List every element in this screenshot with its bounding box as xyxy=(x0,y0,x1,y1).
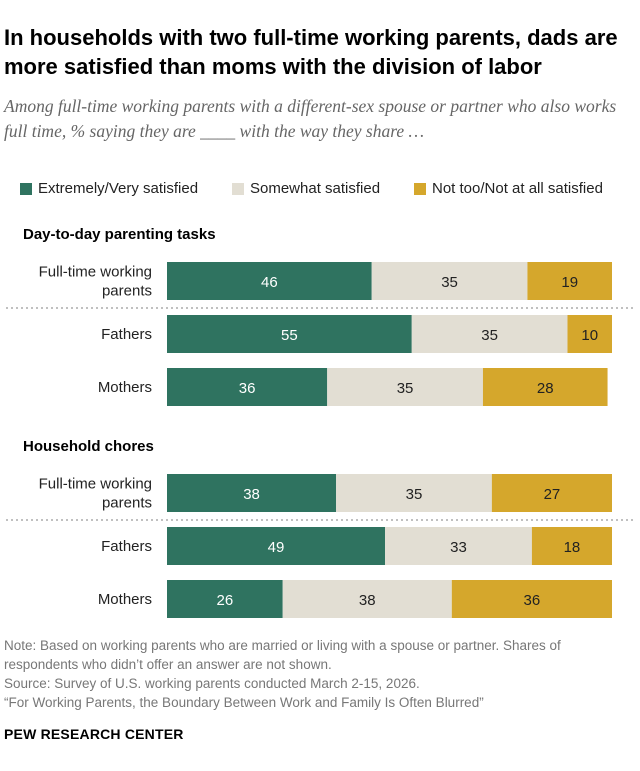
row-label: Full-time working parents xyxy=(39,476,152,512)
data-label-very: 46 xyxy=(261,274,278,291)
bar-segment-not xyxy=(451,580,612,618)
group-title: Day-to-day parenting tasks xyxy=(23,226,216,243)
legend-item-very: Extremely/Very satisfied xyxy=(20,180,198,197)
legend-swatch-very xyxy=(20,182,32,195)
data-label-not: 10 xyxy=(581,327,598,344)
chart-subtitle: Among full-time working parents with a d… xyxy=(4,96,617,141)
bar-segment-not xyxy=(482,368,608,406)
bar-segment-somewhat xyxy=(282,580,452,618)
data-label-somewhat: 33 xyxy=(450,539,467,556)
report-title: “For Working Parents, the Boundary Betwe… xyxy=(4,695,484,710)
data-label-somewhat: 35 xyxy=(397,380,414,397)
bar-segment-somewhat xyxy=(411,315,568,353)
bar-segment-somewhat xyxy=(336,474,492,512)
data-label-not: 27 xyxy=(544,486,561,503)
row-label: Mothers xyxy=(98,591,152,608)
legend-swatch-somewhat xyxy=(232,182,244,195)
source-text: Source: Survey of U.S. working parents c… xyxy=(4,676,420,691)
bar-segment-somewhat xyxy=(327,368,483,406)
row-label: Fathers xyxy=(101,538,152,555)
bar-segment-very xyxy=(167,262,372,300)
legend-label-very: Extremely/Very satisfied xyxy=(38,180,199,197)
legend: Extremely/Very satisfied Somewhat satisf… xyxy=(6,180,636,200)
data-label-not: 18 xyxy=(564,539,581,556)
bar-segment-very xyxy=(167,527,386,565)
data-label-not: 36 xyxy=(524,592,541,609)
row-label: Full-time working parents xyxy=(39,264,152,300)
data-label-very: 49 xyxy=(268,539,285,556)
bar-segment-very xyxy=(167,474,337,512)
data-label-very: 36 xyxy=(239,380,256,397)
bar-segment-somewhat xyxy=(371,262,528,300)
data-label-somewhat: 38 xyxy=(359,592,376,609)
bar-segment-not xyxy=(491,474,612,512)
bar-segment-somewhat xyxy=(385,527,532,565)
data-label-somewhat: 35 xyxy=(441,274,458,291)
legend-item-not: Not too/Not at all satisfied xyxy=(414,180,603,197)
row-label: Fathers xyxy=(101,326,152,343)
group-title: Household chores xyxy=(23,438,154,455)
bar-segment-very xyxy=(167,368,328,406)
bar-segment-very xyxy=(167,315,412,353)
data-label-somewhat: 35 xyxy=(406,486,423,503)
data-label-somewhat: 35 xyxy=(481,327,498,344)
brand-logo-text: PEW RESEARCH CENTER xyxy=(4,726,184,742)
data-label-not: 19 xyxy=(561,274,578,291)
bar-segment-not xyxy=(531,527,612,565)
row-label: Mothers xyxy=(98,379,152,396)
data-label-very: 55 xyxy=(281,327,298,344)
legend-label-somewhat: Somewhat satisfied xyxy=(250,180,381,197)
bar-segment-not xyxy=(567,315,612,353)
data-label-very: 26 xyxy=(217,592,234,609)
legend-item-somewhat: Somewhat satisfied xyxy=(232,180,380,197)
legend-label-not: Not too/Not at all satisfied xyxy=(432,180,603,197)
data-label-very: 38 xyxy=(243,486,260,503)
note-text: Note: Based on working parents who are m… xyxy=(4,638,561,672)
bar-segment-not xyxy=(527,262,612,300)
notes: Note: Based on working parents who are m… xyxy=(4,636,636,712)
legend-swatch-not xyxy=(414,182,426,195)
data-label-not: 28 xyxy=(537,380,554,397)
chart-title: In households with two full-time working… xyxy=(4,25,618,79)
bar-segment-very xyxy=(167,580,283,618)
